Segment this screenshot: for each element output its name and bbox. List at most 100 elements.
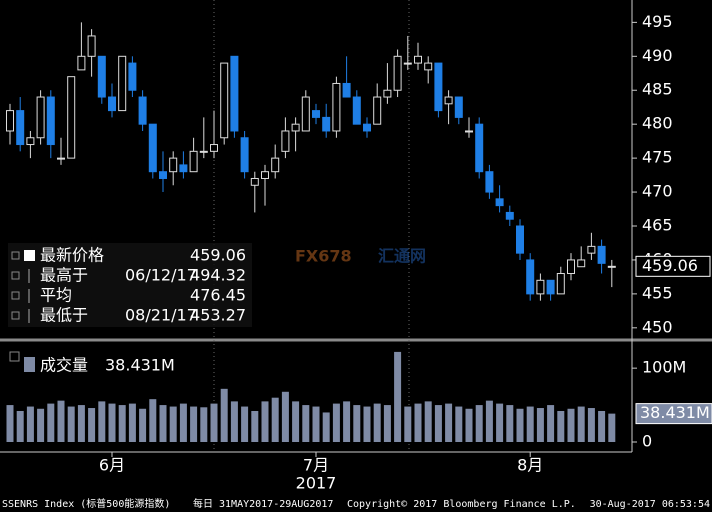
volume-bar	[526, 406, 534, 442]
volume-bar	[445, 403, 453, 442]
candle-body	[577, 259, 586, 268]
volume-bar	[414, 403, 422, 442]
volume-bar	[200, 407, 208, 442]
legend-icon	[11, 311, 20, 320]
candle-body	[424, 62, 433, 71]
candle-body	[414, 55, 422, 64]
candle-body	[261, 171, 269, 179]
candle-body	[322, 116, 331, 132]
volume-legend-swatch	[24, 357, 35, 372]
candle-body	[505, 211, 514, 220]
x-tick-label: 7月	[303, 456, 329, 475]
legend-value: 494.32	[190, 266, 246, 285]
volume-bar	[37, 408, 45, 442]
last-volume-label: 38.431M	[640, 403, 710, 422]
candle-body	[159, 171, 167, 179]
candle-body	[189, 150, 198, 173]
candle-body	[475, 123, 484, 173]
volume-bar	[353, 405, 361, 442]
last-volume-box	[635, 403, 712, 425]
legend-label: 最新价格	[40, 246, 104, 265]
y-tick-label: 495	[642, 12, 673, 31]
volume-bar	[577, 406, 585, 442]
volume-bar	[118, 405, 126, 442]
candle-body	[26, 137, 35, 146]
legend-box	[8, 243, 252, 327]
y-tick-label: 465	[642, 216, 673, 235]
legend-label: 平均	[40, 286, 72, 305]
legend-value: 459.06	[190, 246, 246, 265]
volume-bar	[598, 410, 606, 442]
candle-body	[128, 62, 137, 91]
volume-bar	[516, 408, 524, 442]
candle-body	[210, 144, 218, 152]
candle-body	[352, 96, 361, 125]
volume-bar	[179, 403, 187, 442]
volume-title: 成交量	[40, 356, 88, 375]
volume-bar	[567, 408, 575, 442]
footer-range: 每日 31MAY2017-29AUG2017	[193, 497, 333, 510]
volume-bar	[394, 351, 402, 442]
volume-bar	[6, 405, 14, 442]
y-tick-label: 485	[642, 80, 673, 99]
volume-bar	[16, 410, 24, 442]
volume-bar	[608, 413, 616, 442]
volume-bar	[190, 406, 198, 442]
candle-body	[291, 123, 300, 132]
candle-body	[526, 259, 535, 295]
candle-body	[46, 96, 55, 146]
legend-value: 453.27	[190, 306, 246, 325]
candle-body	[332, 82, 341, 132]
y-tick-label: 470	[642, 182, 673, 201]
candle-body	[87, 35, 96, 57]
candle-body	[597, 245, 606, 264]
candle-body	[169, 157, 178, 173]
y-tick-label: 490	[642, 46, 673, 65]
volume-bar	[88, 408, 96, 442]
volume-bar	[557, 410, 565, 442]
volume-bar	[536, 408, 544, 442]
candle-body	[546, 279, 555, 295]
candle-body	[567, 259, 575, 275]
candle-body	[536, 279, 545, 295]
legend-value: 476.45	[190, 286, 246, 305]
candle-body	[281, 130, 290, 152]
volume-bar	[98, 401, 106, 442]
candle-body	[607, 265, 616, 268]
footer-copyright: Copyright© 2017 Bloomberg Finance L.P.	[347, 499, 576, 510]
x-year-label: 2017	[296, 474, 337, 493]
volume-bar	[149, 399, 157, 442]
candle-body	[485, 171, 494, 193]
candle-body	[301, 96, 310, 132]
legend-label: 最低于	[40, 306, 88, 325]
volume-bars	[6, 351, 616, 442]
legend-date: 06/12/17	[125, 266, 197, 285]
volume-bar	[506, 405, 514, 442]
candle-body	[363, 123, 371, 132]
candle-body	[67, 76, 76, 159]
volume-bar	[169, 406, 177, 442]
volume-bar	[77, 405, 85, 442]
volume-bar	[128, 403, 136, 442]
candle-body	[230, 55, 239, 132]
candle-body	[342, 82, 351, 98]
volume-bar	[485, 400, 493, 442]
candle-body	[556, 273, 565, 295]
volume-bar	[465, 408, 473, 442]
legend-label: 最高于	[40, 266, 88, 285]
candle-body	[6, 110, 14, 132]
volume-bar	[332, 403, 340, 442]
y-tick-label: 100M	[642, 358, 686, 377]
volume-bar	[383, 405, 391, 442]
candle-body	[434, 62, 443, 112]
volume-bar	[67, 406, 75, 442]
candle-body	[138, 96, 147, 125]
footer-time: 30-Aug-2017 06:53:54	[590, 499, 710, 510]
x-tick-label: 6月	[99, 456, 125, 475]
candle-body	[199, 150, 208, 153]
volume-bar	[241, 406, 249, 442]
volume-bar	[47, 403, 55, 442]
volume-bar	[57, 400, 65, 442]
candle-body	[495, 198, 504, 207]
